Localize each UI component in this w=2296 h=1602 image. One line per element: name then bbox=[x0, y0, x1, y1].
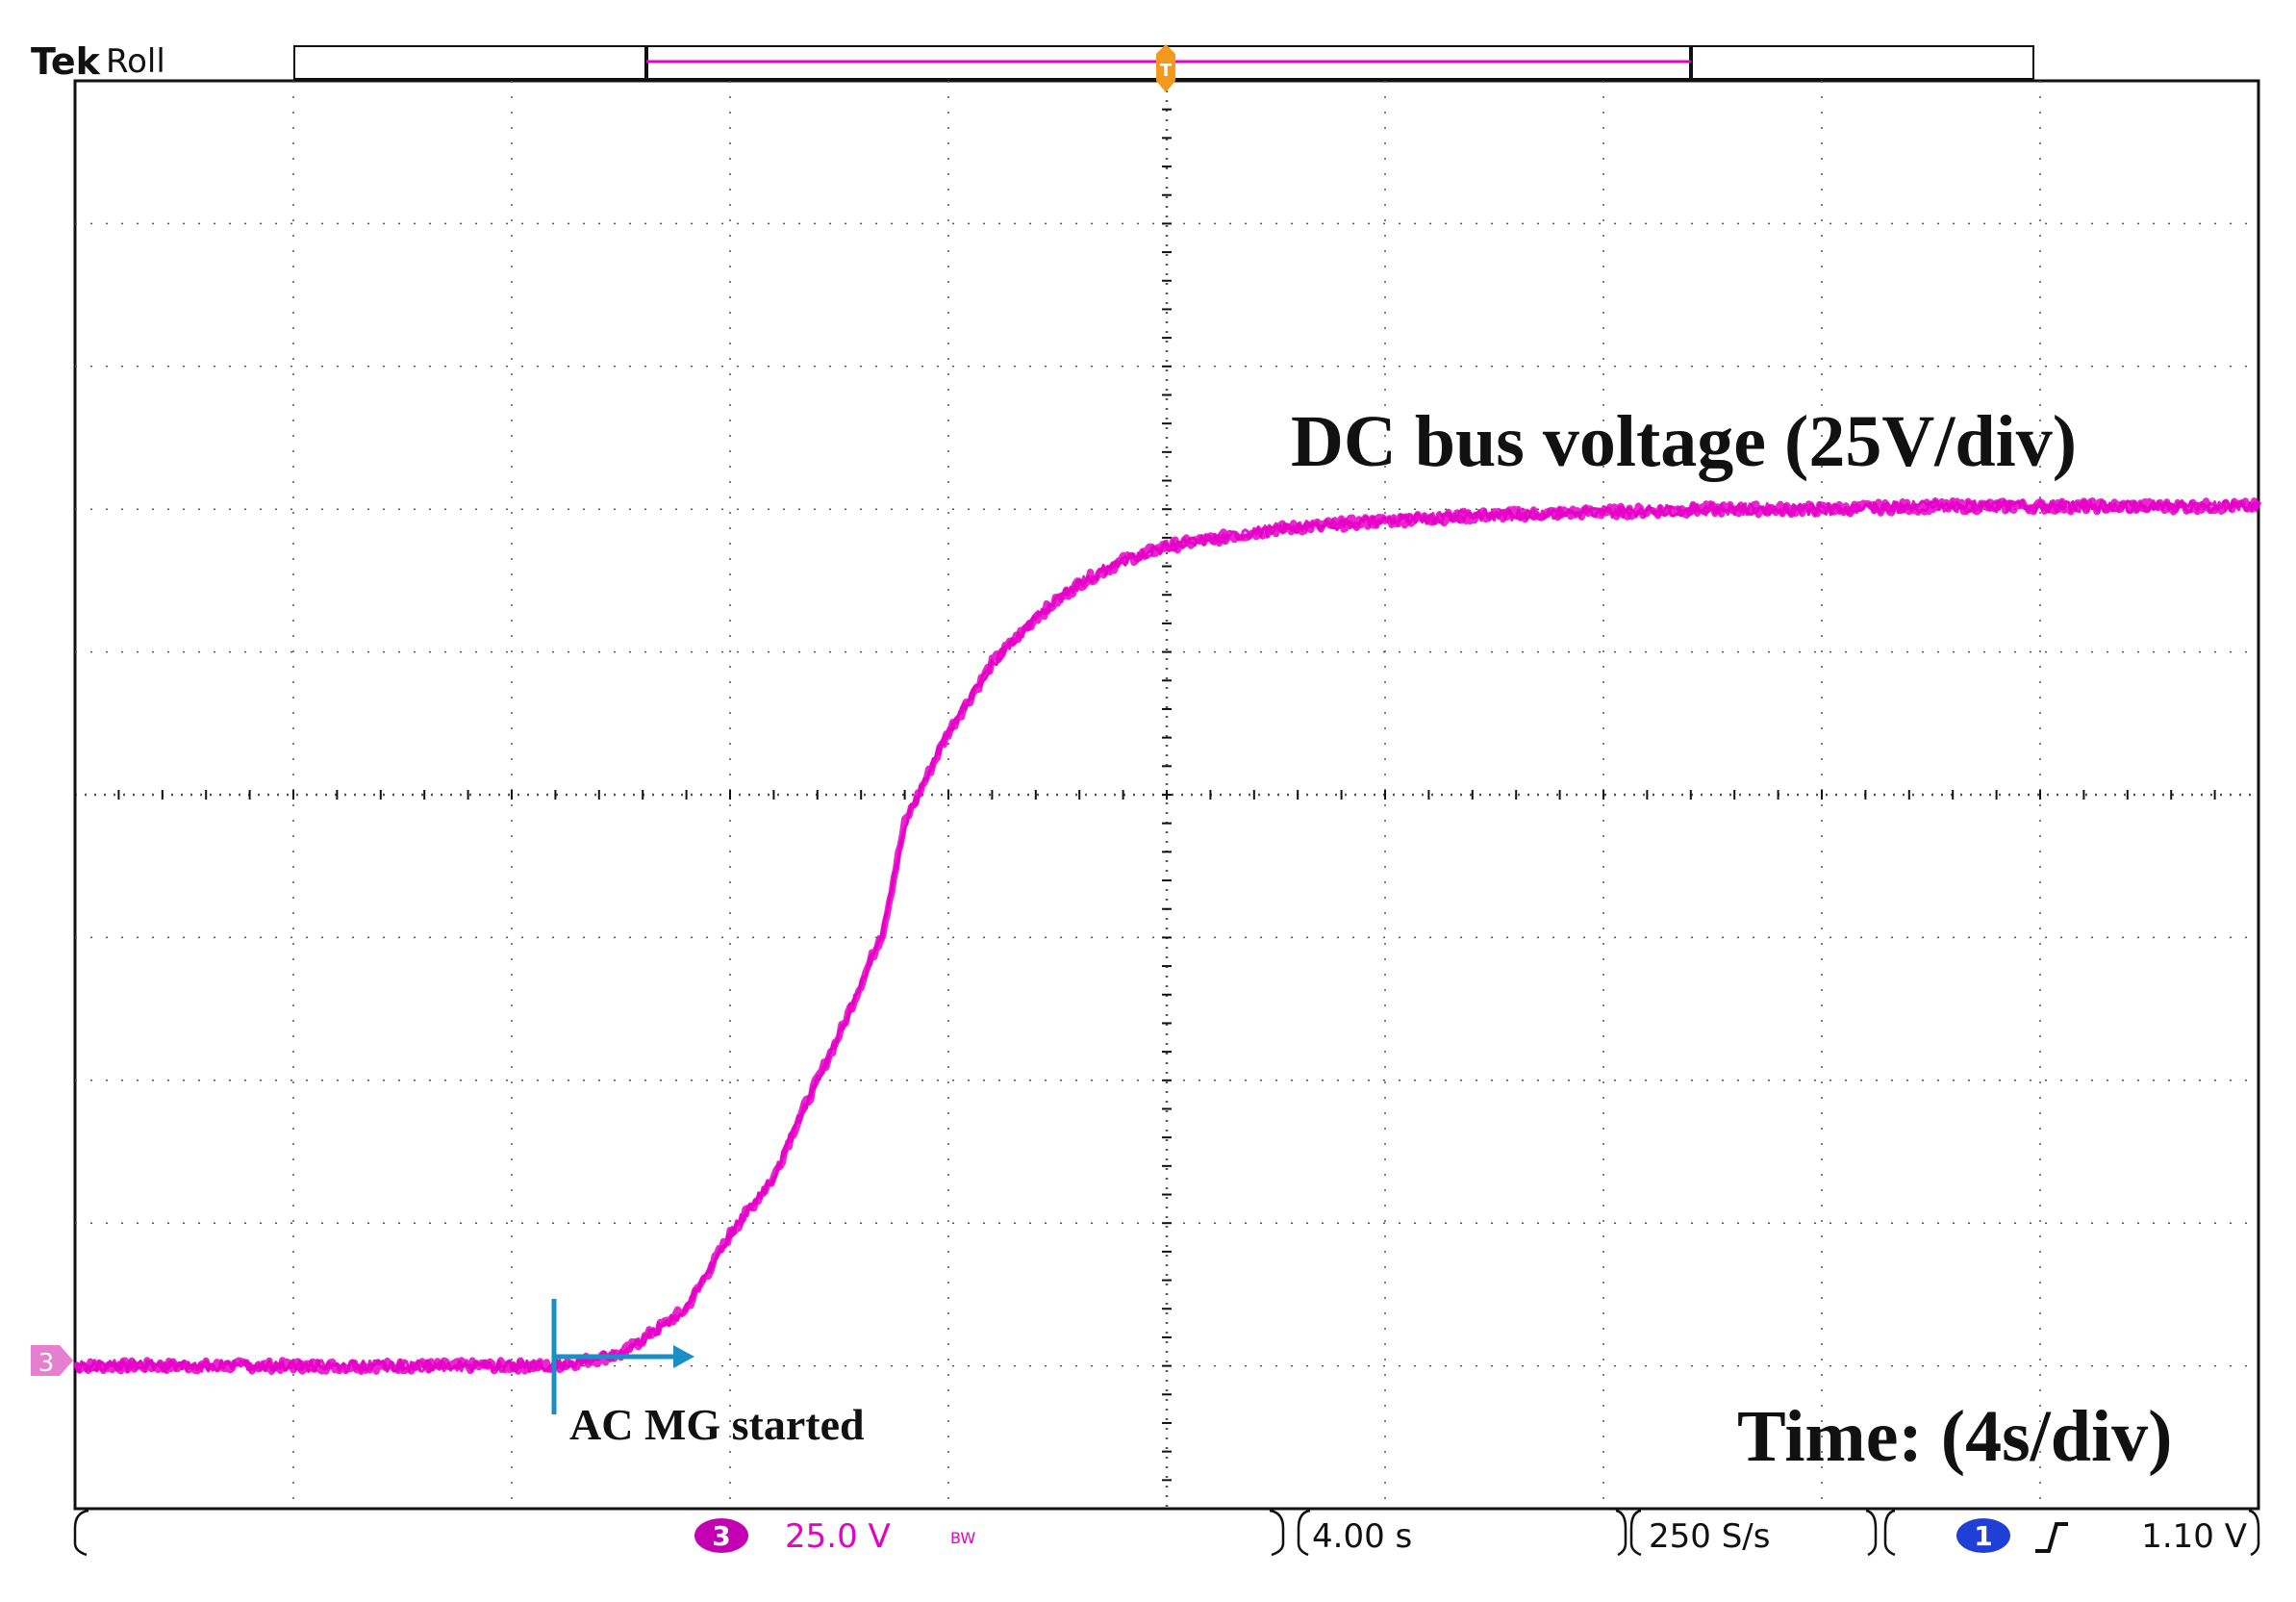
time-per-div: 4.00 s bbox=[1312, 1517, 1412, 1556]
status-bar: 3 25.0 V BW 4.00 s 250 S/s 1 1.10 V bbox=[73, 1509, 2260, 1557]
status-bracket-channel bbox=[73, 1509, 1285, 1557]
status-bracket-rate bbox=[1629, 1509, 1878, 1557]
status-bracket-time bbox=[1297, 1509, 1627, 1557]
channel-badge-label: 3 bbox=[712, 1520, 730, 1552]
bandwidth-limit-mark: BW bbox=[950, 1529, 975, 1547]
volts-per-div: 25.0 V bbox=[785, 1517, 891, 1556]
dc-bus-voltage-trace bbox=[73, 498, 2260, 1373]
channel-ground-marker: 3 bbox=[31, 1345, 73, 1378]
trigger-position-marker: T bbox=[1156, 44, 1175, 92]
channel-badge[interactable]: 3 bbox=[694, 1518, 748, 1553]
status-bracket-trigger bbox=[1883, 1509, 2260, 1557]
graticule bbox=[73, 79, 2260, 1511]
trace-layer bbox=[73, 496, 2262, 1375]
y-axis-label: DC bus voltage (25V/div) bbox=[1291, 401, 2077, 482]
dc-bus-voltage-trace bbox=[73, 498, 2259, 1373]
trigger-channel-badge[interactable]: 1 bbox=[1956, 1518, 2010, 1553]
trigger-channel-label: 1 bbox=[1974, 1520, 1992, 1552]
sample-rate: 250 S/s bbox=[1649, 1517, 1770, 1556]
mode-label: Roll bbox=[106, 42, 165, 81]
start-arrow-head bbox=[673, 1345, 694, 1368]
trigger-level: 1.10 V bbox=[2141, 1517, 2247, 1556]
rising-edge-icon bbox=[2035, 1522, 2068, 1553]
dc-bus-voltage-trace bbox=[73, 496, 2262, 1375]
annotation-label: AC MG started bbox=[569, 1400, 865, 1449]
x-axis-label: Time: (4s/div) bbox=[1737, 1396, 2172, 1477]
brand-label: Tek bbox=[31, 40, 101, 83]
trigger-marker-label: T bbox=[1160, 61, 1173, 81]
channel-ground-marker-label: 3 bbox=[38, 1349, 55, 1378]
start-annotation: AC MG started bbox=[551, 1299, 865, 1449]
